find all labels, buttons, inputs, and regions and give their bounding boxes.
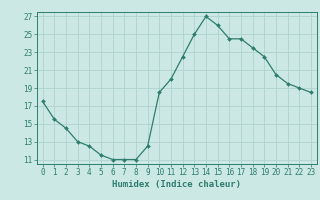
X-axis label: Humidex (Indice chaleur): Humidex (Indice chaleur): [112, 180, 241, 189]
